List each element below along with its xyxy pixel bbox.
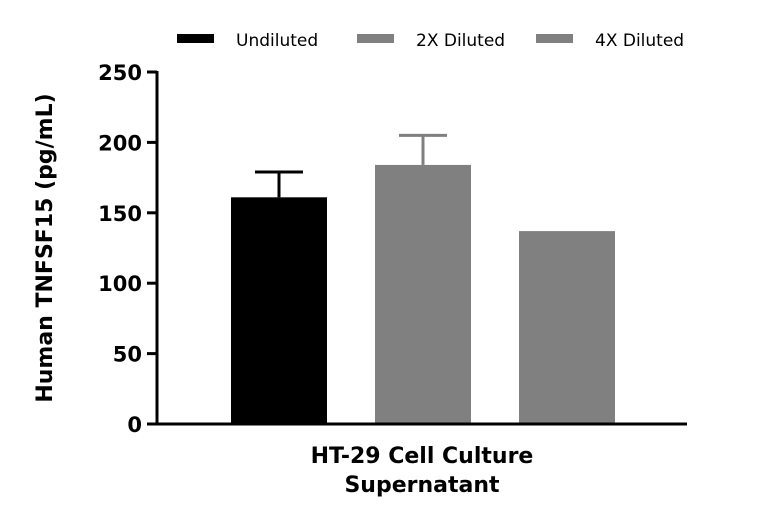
y-tick-label: 50 xyxy=(113,343,142,367)
y-axis-title: Human TNFSF15 (pg/mL) xyxy=(33,93,58,402)
legend: Undiluted 2X Diluted 4X Diluted xyxy=(177,31,684,51)
legend-swatch xyxy=(357,34,394,43)
legend-swatch xyxy=(177,34,214,43)
legend-label: 2X Diluted xyxy=(416,31,505,51)
legend-label: Undiluted xyxy=(236,31,318,51)
bar-undiluted xyxy=(231,197,327,424)
y-tick-label: 250 xyxy=(98,61,142,85)
legend-swatch xyxy=(536,34,573,43)
x-axis-title-line-1: HT-29 Cell Culture xyxy=(311,444,534,469)
bar-4x-diluted xyxy=(519,231,615,424)
bars xyxy=(231,133,615,425)
y-tick-label: 100 xyxy=(98,272,142,296)
legend-label: 4X Diluted xyxy=(595,31,684,51)
bar-2x-diluted xyxy=(375,164,471,425)
y-tick-label: 200 xyxy=(98,131,142,155)
x-axis-title-line-2: Supernatant xyxy=(344,473,500,498)
y-tick-label: 150 xyxy=(98,202,142,226)
y-tick-label: 0 xyxy=(127,413,142,437)
y-axis: 0 50 100 150 200 250 xyxy=(98,61,159,437)
